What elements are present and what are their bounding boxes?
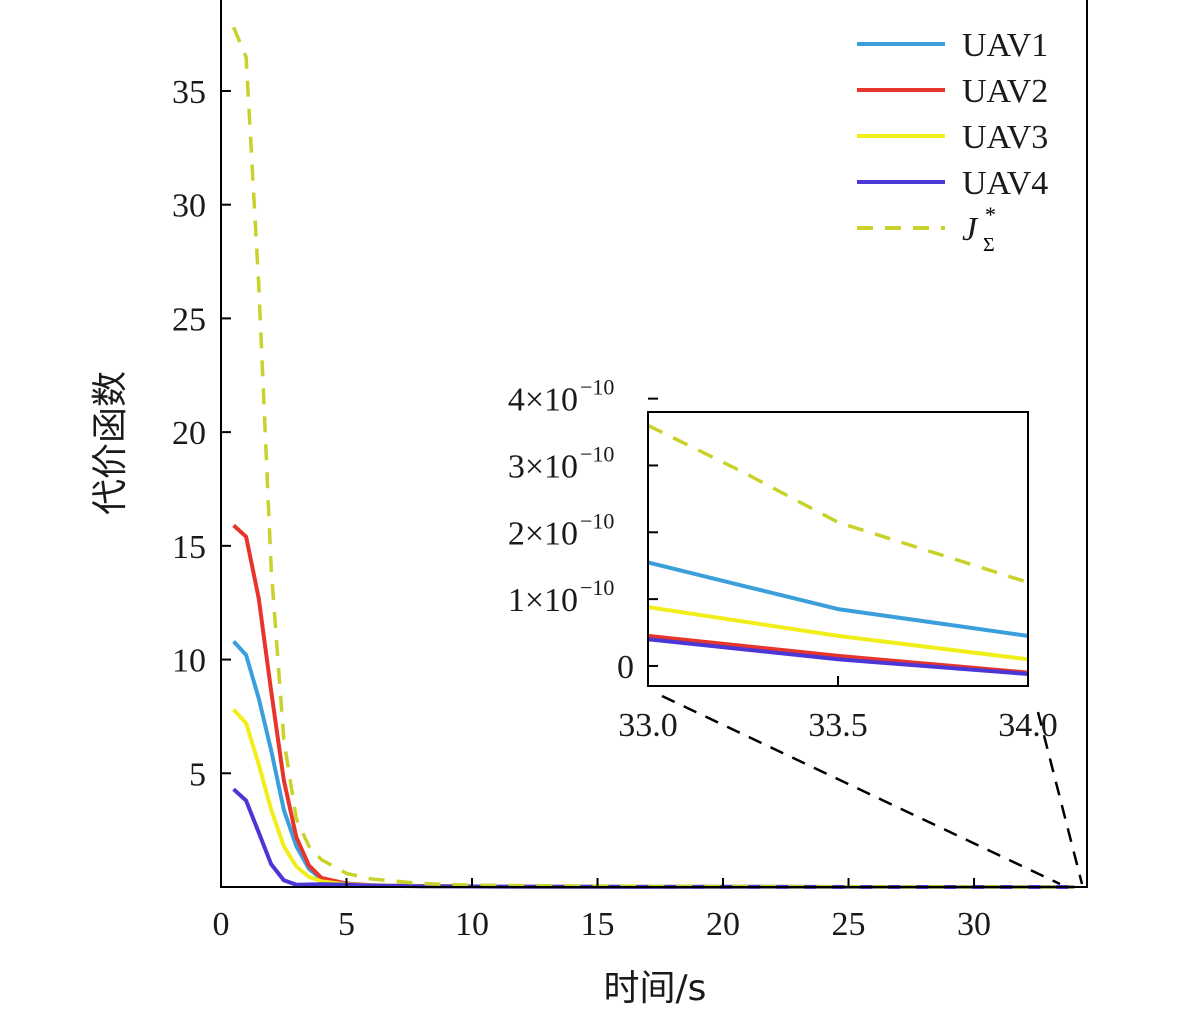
x-tick-label: 5 (338, 906, 355, 943)
x-tick-group: 0 5 10 15 20 25 30 (213, 878, 991, 943)
y-tick-label: 15 (172, 529, 206, 566)
inset-x-tick-label: 33.0 (618, 707, 678, 744)
y-tick-group: 5 10 15 20 25 30 35 (172, 74, 231, 793)
legend-label: J (962, 211, 979, 248)
inset-y-tick-exponent: −10 (580, 375, 614, 400)
legend-label-subscript: Σ (983, 234, 995, 256)
inset-y-tick-label: 1×10 (508, 582, 578, 619)
y-tick-label: 30 (172, 188, 206, 225)
x-tick-label: 10 (455, 906, 489, 943)
y-tick-label: 35 (172, 74, 206, 111)
y-tick-label: 5 (189, 756, 206, 793)
inset-series-line-1 (647, 560, 1029, 638)
zoom-connector-left (661, 694, 1061, 886)
y-tick-label: 10 (172, 643, 206, 680)
inset-x-tick-group: 33.0 33.5 34.0 (618, 676, 1058, 744)
legend-label: UAV4 (962, 165, 1048, 202)
inset-series-line-3 (647, 605, 1029, 662)
x-tick-label: 20 (706, 906, 740, 943)
inset-x-tick-label: 34.0 (998, 707, 1058, 744)
inset-x-tick-label: 33.5 (808, 707, 868, 744)
inset-y-tick-exponent: −10 (580, 441, 614, 466)
inset-series-group (647, 423, 1029, 676)
y-tick-label: 25 (172, 301, 206, 338)
inset-series-line-5 (647, 423, 1029, 585)
inset-y-tick-label: 0 (617, 649, 634, 686)
inset-series-line-2 (647, 633, 1029, 675)
x-tick-label: 30 (957, 906, 991, 943)
y-axis-title: 代价函数 (90, 371, 131, 515)
main-plot: 0 5 10 15 20 25 30 5 10 15 20 25 30 35 时间/s 代价函数 (90, 0, 1088, 1009)
x-tick-label: 0 (213, 906, 230, 943)
inset-y-tick-exponent: −10 (580, 508, 614, 533)
series-line-4 (232, 787, 1075, 889)
inset-y-tick-label: 3×10 (508, 448, 578, 485)
legend: UAV1 UAV2 UAV3 UAV4 J Σ * (857, 27, 1048, 256)
legend-label: UAV1 (962, 27, 1048, 64)
legend-label: UAV2 (962, 73, 1048, 110)
x-axis-title: 时间/s (604, 968, 707, 1009)
x-tick-label: 25 (832, 906, 866, 943)
y-tick-label: 20 (172, 415, 206, 452)
inset-y-tick-label: 2×10 (508, 515, 578, 552)
x-tick-label: 15 (581, 906, 615, 943)
zoom-connector-right (1036, 711, 1084, 885)
inset-plot: 33.0 33.5 34.0 01×10 −102×10 −103×10 −104×10−… (508, 375, 1058, 744)
inset-series-line-4 (647, 637, 1029, 676)
inset-y-tick-exponent: −10 (580, 575, 614, 600)
legend-label-superscript: * (985, 202, 996, 227)
inset-y-tick-label: 4×10 (508, 382, 578, 419)
inset-y-tick-group: 01×10 −102×10 −103×10 −104×10 −10 (508, 375, 658, 686)
legend-label: UAV3 (962, 119, 1048, 156)
